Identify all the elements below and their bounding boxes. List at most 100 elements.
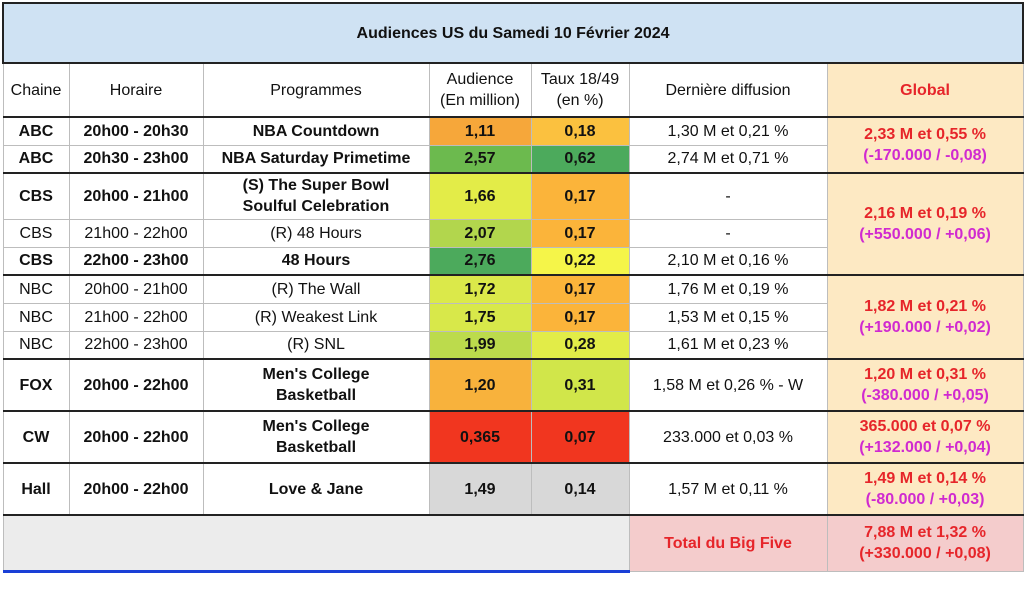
header-audience-line1: Audience xyxy=(446,71,514,88)
global-abc-delta: (-170.000 / -0,08) xyxy=(863,147,987,164)
cell-chaine: NBC xyxy=(2,274,70,304)
cell-derniere: - xyxy=(628,218,828,248)
table-row: Hall 20h00 - 22h00 Love & Jane 1,49 0,14… xyxy=(2,462,1024,516)
global-cw-delta: (+132.000 / +0,04) xyxy=(859,439,991,456)
cell-programme: (R) SNL xyxy=(202,330,430,360)
cell-derniere: 1,76 M et 0,19 % xyxy=(628,274,828,304)
cell-horaire: 20h00 - 21h00 xyxy=(68,172,204,220)
cell-programme: (R) Weakest Link xyxy=(202,302,430,332)
cell-audience: 1,11 xyxy=(428,116,532,146)
cell-global-hall: 1,49 M et 0,14 % (-80.000 / +0,03) xyxy=(826,462,1024,516)
cell-programme: Men's College Basketball xyxy=(202,410,430,464)
footer-total-value: 7,88 M et 1,32 % xyxy=(864,524,986,542)
cell-taux: 0,22 xyxy=(530,246,630,276)
cell-programme: Men's College Basketball xyxy=(202,358,430,412)
cell-programme: (S) The Super Bowl Soulful Celebration xyxy=(202,172,430,220)
cell-global-fox: 1,20 M et 0,31 % (-380.000 / +0,05) xyxy=(826,358,1024,412)
table-row: ABC 20h00 - 20h30 NBA Countdown 1,11 0,1… xyxy=(2,116,1024,174)
cell-horaire: 20h00 - 22h00 xyxy=(68,462,204,516)
cell-audience: 1,72 xyxy=(428,274,532,304)
header-programmes: Programmes xyxy=(202,62,430,118)
cell-derniere: 1,57 M et 0,11 % xyxy=(628,462,828,516)
cell-global-cbs: 2,16 M et 0,19 % (+550.000 / +0,06) xyxy=(826,172,1024,276)
header-horaire: Horaire xyxy=(68,62,204,118)
header-taux-line2: (en %) xyxy=(556,92,604,109)
table-row: CBS 21h00 - 22h00 (R) 48 Hours 2,07 0,17… xyxy=(2,218,1023,248)
programme-line2: Soulful Celebration xyxy=(242,198,390,216)
cell-derniere: 1,61 M et 0,23 % xyxy=(628,330,828,360)
cell-global-abc: 2,33 M et 0,55 % (-170.000 / -0,08) xyxy=(826,116,1024,174)
cell-derniere: 1,58 M et 0,26 % - W xyxy=(628,358,828,412)
cell-programme: (R) 48 Hours xyxy=(202,218,430,248)
header-chaine: Chaine xyxy=(2,62,70,118)
footer-blank xyxy=(2,514,630,573)
global-fox-value: 1,20 M et 0,31 % xyxy=(864,366,986,383)
cell-audience: 2,07 xyxy=(428,218,532,248)
cell-chaine: Hall xyxy=(2,462,70,516)
cell-chaine: ABC xyxy=(2,116,70,146)
global-abc-value: 2,33 M et 0,55 % xyxy=(864,126,986,143)
cell-horaire: 20h30 - 23h00 xyxy=(68,144,204,174)
header-derniere: Dernière diffusion xyxy=(628,62,828,118)
cell-derniere: 2,10 M et 0,16 % xyxy=(628,246,828,276)
cell-chaine: CBS xyxy=(2,172,70,220)
footer-total-label: Total du Big Five xyxy=(628,514,828,572)
cell-audience: 1,20 xyxy=(428,358,532,412)
cell-taux: 0,17 xyxy=(530,274,630,304)
cell-chaine: ABC xyxy=(2,144,70,174)
table-row: FOX 20h00 - 22h00 Men's College Basketbal… xyxy=(2,358,1024,412)
global-cbs-delta: (+550.000 / +0,06) xyxy=(859,226,991,243)
global-nbc-value: 1,82 M et 0,21 % xyxy=(864,298,986,315)
cell-global-nbc: 1,82 M et 0,21 % (+190.000 / +0,02) xyxy=(826,274,1024,360)
audience-table-container: Audiences US du Samedi 10 Février 2024 C… xyxy=(1,2,1024,573)
cell-taux: 0,18 xyxy=(530,116,630,146)
table-row: CBS 20h00 - 21h00 (S) The Super Bowl Soul… xyxy=(2,172,1024,276)
cell-horaire: 21h00 - 22h00 xyxy=(68,302,204,332)
programme-line1: Men's College xyxy=(262,418,370,435)
cell-horaire: 20h00 - 22h00 xyxy=(68,410,204,464)
cell-horaire: 20h00 - 20h30 xyxy=(68,116,204,146)
cell-chaine: NBC xyxy=(2,330,70,360)
cell-taux: 0,17 xyxy=(530,302,630,332)
table-title: Audiences US du Samedi 10 Février 2024 xyxy=(1,2,1024,64)
programme-line2: Basketball xyxy=(275,439,357,456)
cell-horaire: 22h00 - 23h00 xyxy=(68,246,204,276)
cell-chaine: CW xyxy=(2,410,70,464)
cell-horaire: 20h00 - 22h00 xyxy=(68,358,204,412)
cell-horaire: 21h00 - 22h00 xyxy=(68,218,204,248)
cell-horaire: 22h00 - 23h00 xyxy=(68,330,204,360)
cell-derniere: 1,30 M et 0,21 % xyxy=(628,116,828,146)
global-cbs-value: 2,16 M et 0,19 % xyxy=(864,205,986,222)
cell-chaine: NBC xyxy=(2,302,70,332)
programme-line1: (S) The Super Bowl xyxy=(242,177,390,195)
cell-derniere: 233.000 et 0,03 % xyxy=(628,410,828,464)
cell-taux: 0,17 xyxy=(530,218,630,248)
header-audience-line2: (En million) xyxy=(439,92,520,109)
footer-row: Total du Big Five 7,88 M et 1,32 % (+330.… xyxy=(2,514,1024,573)
table-row: CW 20h00 - 22h00 Men's College Basketball… xyxy=(2,410,1024,464)
header-global: Global xyxy=(826,62,1024,118)
cell-programme: 48 Hours xyxy=(202,246,430,276)
cell-taux: 0,28 xyxy=(530,330,630,360)
cell-audience: 1,99 xyxy=(428,330,532,360)
cell-derniere: 2,74 M et 0,71 % xyxy=(628,144,828,174)
header-audience: Audience (En million) xyxy=(428,62,532,118)
cell-programme: NBA Countdown xyxy=(202,116,430,146)
programme-line2: Basketball xyxy=(275,387,357,404)
cell-taux: 0,17 xyxy=(530,172,630,220)
cell-audience: 1,66 xyxy=(428,172,532,220)
table-row: NBC 21h00 - 22h00 (R) Weakest Link 1,75 … xyxy=(2,302,1023,332)
header-row: Chaine Horaire Programmes Audience (En mi… xyxy=(2,62,1024,118)
programme-line1: Men's College xyxy=(262,366,370,383)
cell-taux: 0,07 xyxy=(530,410,630,464)
table-row: NBC 20h00 - 21h00 (R) The Wall 1,72 0,17… xyxy=(2,274,1024,360)
global-fox-delta: (-380.000 / +0,05) xyxy=(861,387,989,404)
cell-chaine: CBS xyxy=(2,246,70,276)
cell-chaine: FOX xyxy=(2,358,70,412)
global-cw-value: 365.000 et 0,07 % xyxy=(859,418,991,435)
cell-programme: NBA Saturday Primetime xyxy=(202,144,430,174)
cell-global-cw: 365.000 et 0,07 % (+132.000 / +0,04) xyxy=(826,410,1024,464)
header-taux-line1: Taux 18/49 xyxy=(540,71,620,88)
audience-table: Audiences US du Samedi 10 Février 2024 C… xyxy=(1,2,1024,573)
cell-horaire: 20h00 - 21h00 xyxy=(68,274,204,304)
